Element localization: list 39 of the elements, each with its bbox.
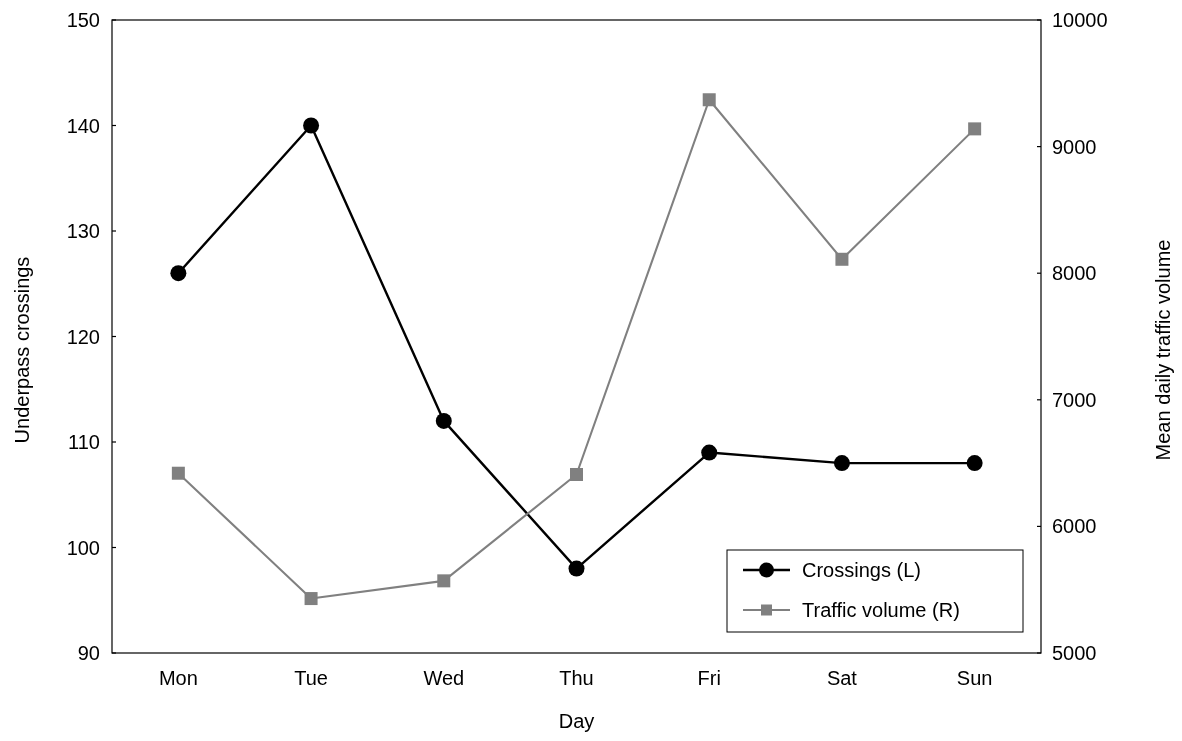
y2-tick-label: 8000 [1052, 262, 1097, 285]
legend-label: Traffic volume (R) [802, 599, 960, 621]
y-tick-label: 110 [68, 431, 100, 453]
x-axis-title: Day [558, 710, 595, 732]
point [303, 117, 320, 134]
y2-tick-label: 6000 [1052, 515, 1097, 538]
y2-axis-title: Mean daily traffic volume [1152, 239, 1174, 461]
point [966, 455, 983, 472]
point [701, 444, 718, 461]
x-tick-label: Sun [956, 667, 993, 689]
x-tick-label: Tue [294, 667, 328, 689]
x-tick-label: Thu [559, 667, 594, 689]
point [170, 265, 187, 282]
point [702, 93, 716, 107]
point [568, 560, 585, 577]
y-tick-label: 120 [66, 325, 100, 348]
x-tick-label: Mon [158, 667, 198, 689]
y2-tick-label: 9000 [1052, 135, 1097, 158]
point [835, 252, 849, 266]
point [833, 455, 850, 472]
y-tick-label: 100 [66, 536, 100, 559]
x-tick-label: Wed [423, 667, 465, 689]
x-tick-label: Sat [826, 667, 858, 689]
y-tick-label: 90 [77, 642, 100, 664]
y2-tick-label: 7000 [1052, 388, 1097, 411]
y-tick-label: 130 [66, 220, 100, 242]
legend-label: Crossings (L) [802, 559, 921, 581]
x-tick-label: Fri [697, 667, 721, 689]
point [437, 574, 451, 588]
y-axis-title: Underpass crossings [11, 256, 33, 444]
point [304, 592, 318, 606]
y2-tick-label: 10000 [1052, 9, 1108, 31]
point [171, 466, 185, 480]
y-tick-label: 140 [66, 114, 100, 137]
point [570, 467, 583, 481]
y-tick-label: 150 [66, 9, 100, 31]
point [968, 122, 982, 136]
point [435, 412, 452, 429]
y2-tick-label: 5000 [1052, 642, 1097, 664]
